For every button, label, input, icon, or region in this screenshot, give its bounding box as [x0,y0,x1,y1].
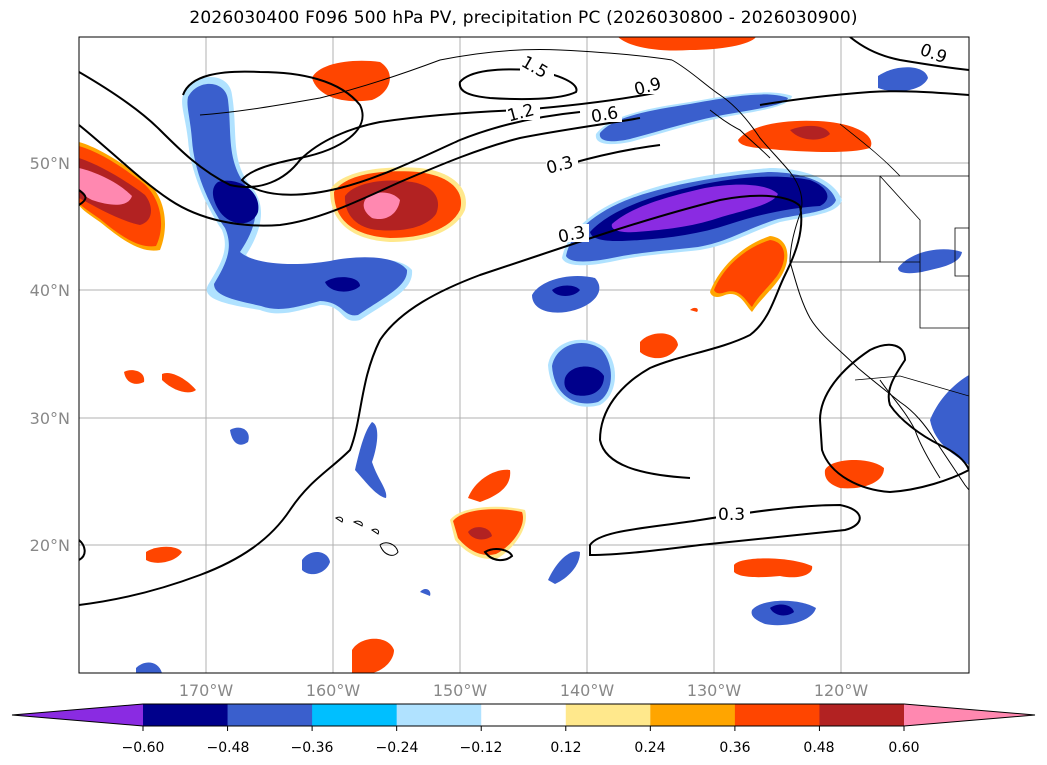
cb-tick-9: 0.60 [888,740,919,756]
colorbar-tick-labels: −0.60 −0.48 −0.36 −0.24 −0.12 0.12 0.24 … [122,740,920,756]
cb-tick-7: 0.36 [719,740,750,756]
colorbar-extend-right [904,704,1035,726]
cb-tick-2: −0.36 [291,740,334,756]
contour-label-7: 0.3 [718,505,745,525]
negative-precip-areas [136,67,969,673]
lat-tick-20n: 20°N [30,536,70,555]
navy-core-west [212,180,259,224]
cb-tick-4: −0.12 [460,740,503,756]
colorbar-segment [227,704,313,726]
contour-0.3-inner [598,205,803,479]
red-blob-north [312,60,390,102]
lat-tick-50n: 50°N [30,154,70,173]
navy-blob-15n [770,604,794,616]
red-blob-33n-west-2 [162,372,196,393]
cb-tick-8: 0.48 [803,740,834,756]
red-blob-36n [640,333,678,359]
colorbar-segment [396,704,482,726]
pink-central [363,192,400,220]
blue-blob-south-small [420,589,431,596]
contour-small-21n [483,548,514,562]
lon-tick-130w: 130°W [687,681,742,700]
red-blob-25n [468,469,511,502]
contour-0.3-east [818,343,969,494]
blue-streak-north-core [599,94,788,142]
red-blob-33n-west-1 [124,370,145,384]
pv-contours [79,37,969,606]
red-blob-coast-core [714,240,785,307]
colorbar-segment [312,704,398,726]
lat-tick-labels: 50°N 40°N 30°N 20°N [30,154,70,555]
red-blob-19n-east [734,558,813,578]
lon-tick-140w: 140°W [560,681,615,700]
colorbar [11,703,1036,731]
lat-tick-40n: 40°N [30,281,70,300]
red-blob-19n-west [146,546,182,563]
lat-tick-30n: 30°N [30,409,70,428]
blue-blob-27n [355,422,387,498]
blue-blob-bottom [136,662,162,673]
contour-0.9-ne-2 [759,90,969,106]
colorbar-segment [481,704,567,726]
navy-blob-40n-140w [552,285,580,296]
contour-0.9-ne [849,37,969,71]
cb-tick-1: −0.48 [207,740,250,756]
cb-tick-3: −0.24 [376,740,419,756]
red-blob-26n-east [824,459,884,489]
colorbar-segment [819,704,905,726]
cb-tick-6: 0.24 [634,740,665,756]
map-title: 2026030400 F096 500 hPa PV, precipitatio… [189,8,858,28]
lon-tick-labels: 170°W 160°W 150°W 140°W 130°W 120°W [179,681,869,700]
darkred-21n [468,527,492,540]
contour-1.5 [458,68,578,101]
borders [790,123,969,397]
red-blob-tiny [690,307,698,312]
contour-0.6 [79,117,641,227]
colorbar-extend-left [12,704,143,726]
navy-blob-33n [564,366,604,396]
contour-1.2 [182,70,581,196]
contour-0.3-main [79,194,801,606]
lon-tick-160w: 160°W [306,681,361,700]
contour-west-edge [79,189,87,206]
coast-bc [709,109,771,159]
blue-blob-30n-west [230,427,249,445]
lon-tick-120w: 120°W [814,681,869,700]
colorbar-segment [143,704,229,726]
colorbar-segment [734,704,820,726]
blue-patch-east-1 [898,249,962,274]
lon-tick-150w: 150°W [433,681,488,700]
plot-frame [78,36,970,674]
blue-patch-east-2 [930,375,969,465]
blue-streak-north-2 [878,67,928,92]
contour-20n-west [79,539,86,561]
colorbar-segment [650,704,736,726]
cb-tick-5: 0.12 [550,740,581,756]
blue-band-west-core [187,83,408,316]
contour-label-4: 0.6 [590,103,620,127]
contour-0.3-south [589,503,861,557]
red-blob-bottom [352,638,394,673]
map-plot-area: 1.5 1.2 0.9 0.6 0.3 0.3 0.3 0.9 [79,37,969,673]
positive-precip-areas [79,37,884,673]
coast-alaska [199,48,673,116]
lon-tick-170w: 170°W [179,681,234,700]
blue-blob-16n [548,551,580,584]
red-blob-north-top [618,37,756,51]
hawaii-islands [335,516,399,556]
darkred-ne [790,125,830,140]
blue-blob-18n-west [302,551,330,575]
pink-west-edge [79,168,132,205]
cb-tick-0: −0.60 [122,740,165,756]
navy-core-west-2 [325,277,360,292]
colorbar-segment [565,704,651,726]
